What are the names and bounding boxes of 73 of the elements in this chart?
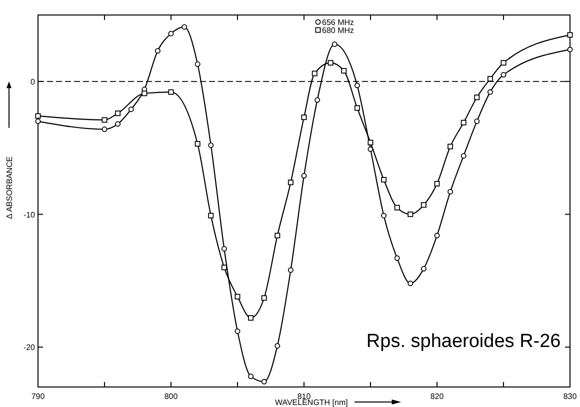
point bbox=[261, 378, 267, 384]
point bbox=[474, 118, 480, 124]
point bbox=[434, 180, 440, 186]
point bbox=[487, 76, 493, 82]
point bbox=[368, 140, 374, 146]
point bbox=[194, 61, 200, 67]
point bbox=[182, 24, 188, 30]
point bbox=[128, 106, 134, 112]
legend-label: 656 MHz bbox=[322, 18, 354, 27]
point bbox=[328, 60, 334, 66]
point bbox=[234, 328, 240, 334]
x-tick-label: 810 bbox=[297, 392, 312, 401]
point bbox=[567, 46, 573, 52]
y-axis-title: Δ ABSORBANCE bbox=[5, 156, 14, 220]
point bbox=[381, 176, 387, 182]
point bbox=[102, 126, 108, 132]
point bbox=[381, 212, 387, 218]
point bbox=[274, 232, 280, 238]
x-tick-label: 820 bbox=[430, 392, 444, 401]
point bbox=[288, 180, 294, 186]
y-tick-label: -20 bbox=[23, 343, 36, 352]
point bbox=[500, 72, 506, 78]
y-tick-label: -10 bbox=[23, 210, 36, 220]
point bbox=[420, 266, 426, 272]
point bbox=[154, 48, 160, 54]
point bbox=[434, 232, 440, 238]
point bbox=[341, 68, 347, 74]
point bbox=[221, 246, 227, 252]
point bbox=[115, 110, 121, 116]
point bbox=[394, 255, 400, 261]
point bbox=[354, 82, 360, 88]
point bbox=[314, 97, 320, 103]
point bbox=[500, 60, 506, 66]
legend-label: 680 MHz bbox=[322, 26, 354, 35]
point bbox=[208, 142, 214, 148]
annotation: Rps. sphaeroides R-26 bbox=[366, 331, 561, 352]
point bbox=[420, 202, 426, 208]
point bbox=[35, 113, 41, 119]
point bbox=[301, 173, 307, 179]
point bbox=[408, 212, 414, 218]
point bbox=[394, 204, 400, 210]
point bbox=[448, 144, 454, 150]
point bbox=[487, 89, 493, 95]
point bbox=[248, 374, 254, 380]
point bbox=[288, 267, 294, 273]
x-tick-label: 800 bbox=[164, 392, 178, 401]
point bbox=[312, 70, 318, 76]
point bbox=[408, 280, 414, 286]
point bbox=[332, 41, 338, 47]
point bbox=[460, 153, 466, 159]
point bbox=[460, 120, 466, 126]
point bbox=[354, 105, 360, 111]
point bbox=[35, 118, 41, 124]
point bbox=[115, 121, 121, 127]
point bbox=[567, 32, 573, 38]
point bbox=[208, 212, 214, 218]
point bbox=[234, 294, 240, 300]
x-tick-label: 830 bbox=[563, 392, 578, 401]
point bbox=[142, 90, 148, 96]
point bbox=[261, 295, 267, 301]
y-tick-label: 0 bbox=[30, 77, 36, 86]
x-tick-label: 790 bbox=[31, 392, 46, 401]
x-axis-title: WAVELENGTH [nm] bbox=[274, 398, 348, 407]
point bbox=[102, 117, 108, 123]
point bbox=[194, 141, 200, 147]
point bbox=[301, 114, 307, 120]
point bbox=[474, 94, 480, 100]
point bbox=[248, 315, 254, 321]
point bbox=[448, 188, 454, 194]
point bbox=[168, 89, 174, 95]
point bbox=[221, 264, 227, 270]
point bbox=[274, 343, 280, 349]
point bbox=[168, 30, 174, 36]
